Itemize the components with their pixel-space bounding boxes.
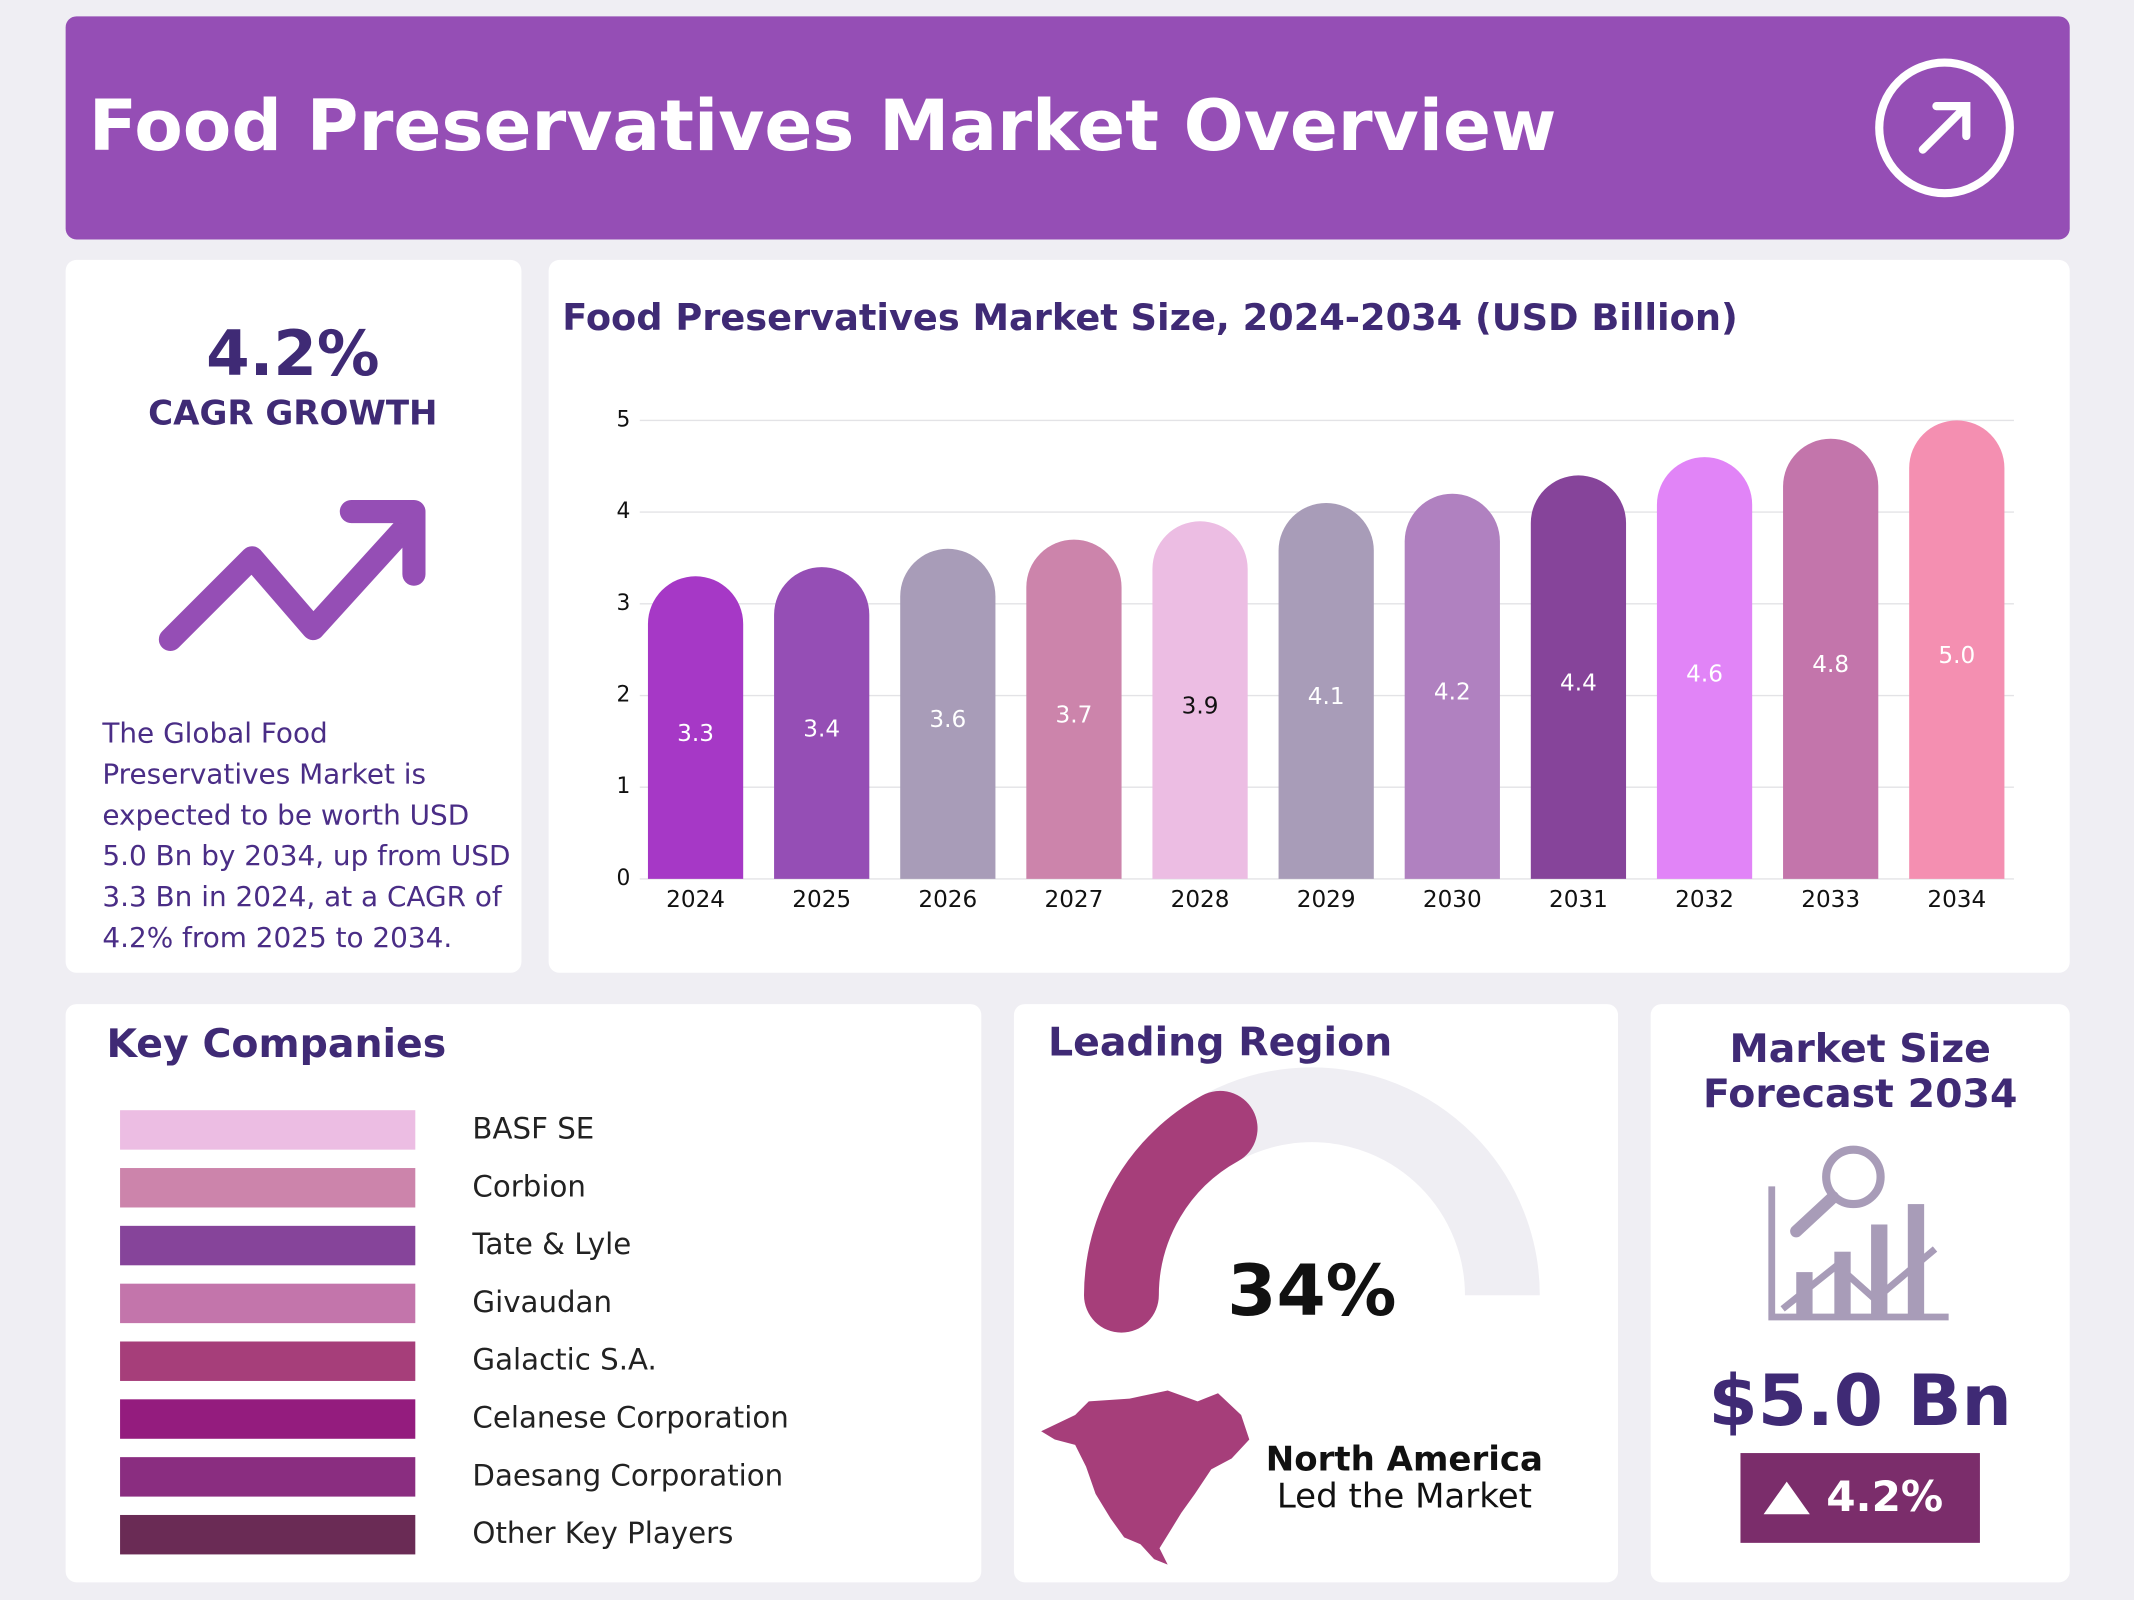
- x-tick-label: 2034: [1927, 887, 1986, 913]
- bar-chart: 0 1 2 3 4 5 3.3 2024 3.4 2025 3.6 2026 3.7 2027 3.9 202…: [617, 407, 2014, 913]
- company-swatch: [120, 1457, 416, 1497]
- north-america-map: [1041, 1390, 1250, 1565]
- bar-value-label: 3.4: [803, 716, 840, 742]
- forecast-card: [1650, 1004, 2070, 1583]
- company-name: Daesang Corporation: [472, 1458, 783, 1492]
- bar: [647, 576, 744, 879]
- bar: [1152, 521, 1248, 879]
- description-line: expected to be worth USD: [102, 798, 469, 831]
- region-subtitle: Led the Market: [1277, 1476, 1532, 1516]
- company-swatch: [120, 1514, 416, 1555]
- x-tick-label: 2033: [1801, 887, 1860, 913]
- company-name: Galactic S.A.: [472, 1343, 656, 1377]
- bar-value-label: 3.6: [929, 707, 966, 733]
- y-tick-label: 2: [617, 683, 631, 708]
- up-triangle: [1763, 1481, 1810, 1515]
- cagr-value: 4.2%: [206, 317, 380, 390]
- header-icon: [1875, 58, 2014, 198]
- company-name: Tate & Lyle: [471, 1227, 631, 1261]
- forecast-change: 4.2%: [1826, 1472, 1943, 1521]
- bar: [1783, 438, 1879, 879]
- y-tick-label: 3: [617, 591, 631, 616]
- x-tick-label: 2027: [1045, 887, 1104, 913]
- x-tick-label: 2031: [1549, 887, 1608, 913]
- bar: [774, 567, 870, 879]
- x-tick-label: 2030: [1423, 887, 1482, 913]
- company-name: Other Key Players: [472, 1516, 733, 1550]
- description-line: 3.3 Bn in 2024, at a CAGR of: [102, 880, 503, 913]
- bar-value-label: 4.8: [1812, 652, 1849, 678]
- bar: [1656, 457, 1753, 879]
- bar-value-label: 3.7: [1056, 703, 1093, 729]
- companies-title: Key Companies: [106, 1021, 446, 1067]
- region-name: North America: [1266, 1440, 1543, 1480]
- page-title: Food Preservatives Market Overview: [89, 84, 1557, 167]
- company-name: Givaudan: [472, 1285, 612, 1319]
- bar: [1278, 502, 1374, 879]
- y-tick-label: 0: [617, 866, 631, 891]
- company-name: BASF SE: [472, 1111, 594, 1145]
- y-tick-label: 4: [617, 499, 631, 524]
- bar-value-label: 4.6: [1686, 661, 1723, 687]
- bar-value-label: 4.1: [1308, 684, 1345, 710]
- bar-value-label: 3.3: [677, 721, 714, 747]
- forecast-icon: [1768, 1145, 1949, 1321]
- companies-list: BASF SE Corbion Tate & Lyle Givaudan Galacti…: [120, 1110, 789, 1555]
- cagr-description: The Global Food Preservatives Market is ex…: [101, 717, 510, 954]
- x-tick-label: 2026: [918, 887, 977, 913]
- bar-value-label: 4.2: [1434, 680, 1471, 706]
- company-name: Corbion: [472, 1169, 585, 1203]
- region-share-label: 34%: [1227, 1249, 1396, 1332]
- bar: [1530, 475, 1627, 879]
- company-name: Celanese Corporation: [472, 1401, 788, 1435]
- header-banner: [65, 16, 2070, 240]
- x-tick-label: 2028: [1171, 887, 1230, 913]
- trend-icon: [158, 500, 426, 652]
- bar-value-label: 5.0: [1938, 643, 1975, 669]
- company-swatch: [120, 1341, 416, 1381]
- company-swatch: [120, 1110, 416, 1150]
- bar: [900, 548, 996, 879]
- company-swatch: [120, 1399, 416, 1439]
- forecast-title: Market Size: [1729, 1026, 1990, 1072]
- bar: [1026, 539, 1122, 879]
- x-tick-label: 2024: [666, 887, 725, 913]
- x-tick-label: 2029: [1297, 887, 1356, 913]
- chart-title: Food Preservatives Market Size, 2024-203…: [562, 296, 1738, 339]
- forecast-value: $5.0 Bn: [1708, 1359, 2011, 1442]
- y-tick-label: 1: [617, 774, 631, 799]
- bar: [1909, 420, 2005, 879]
- cagr-label: CAGR GROWTH: [148, 393, 437, 433]
- description-line: The Global Food: [101, 717, 327, 750]
- company-swatch: [120, 1283, 416, 1324]
- bar: [1404, 493, 1500, 879]
- forecast-title: Forecast 2034: [1703, 1071, 2017, 1117]
- description-line: Preservatives Market is: [102, 758, 426, 791]
- company-swatch: [120, 1225, 416, 1266]
- description-line: 4.2% from 2025 to 2034.: [102, 921, 452, 954]
- region-title: Leading Region: [1048, 1019, 1392, 1065]
- x-tick-label: 2025: [792, 887, 851, 913]
- bar-value-label: 4.4: [1560, 670, 1597, 696]
- region-gauge: [1084, 1067, 1540, 1333]
- x-tick-label: 2032: [1675, 887, 1734, 913]
- y-tick-label: 5: [617, 407, 631, 432]
- bar-value-label: 3.9: [1182, 693, 1219, 719]
- gauge-value: [1084, 1090, 1258, 1333]
- description-line: 5.0 Bn by 2034, up from USD: [102, 839, 510, 872]
- company-swatch: [120, 1168, 416, 1208]
